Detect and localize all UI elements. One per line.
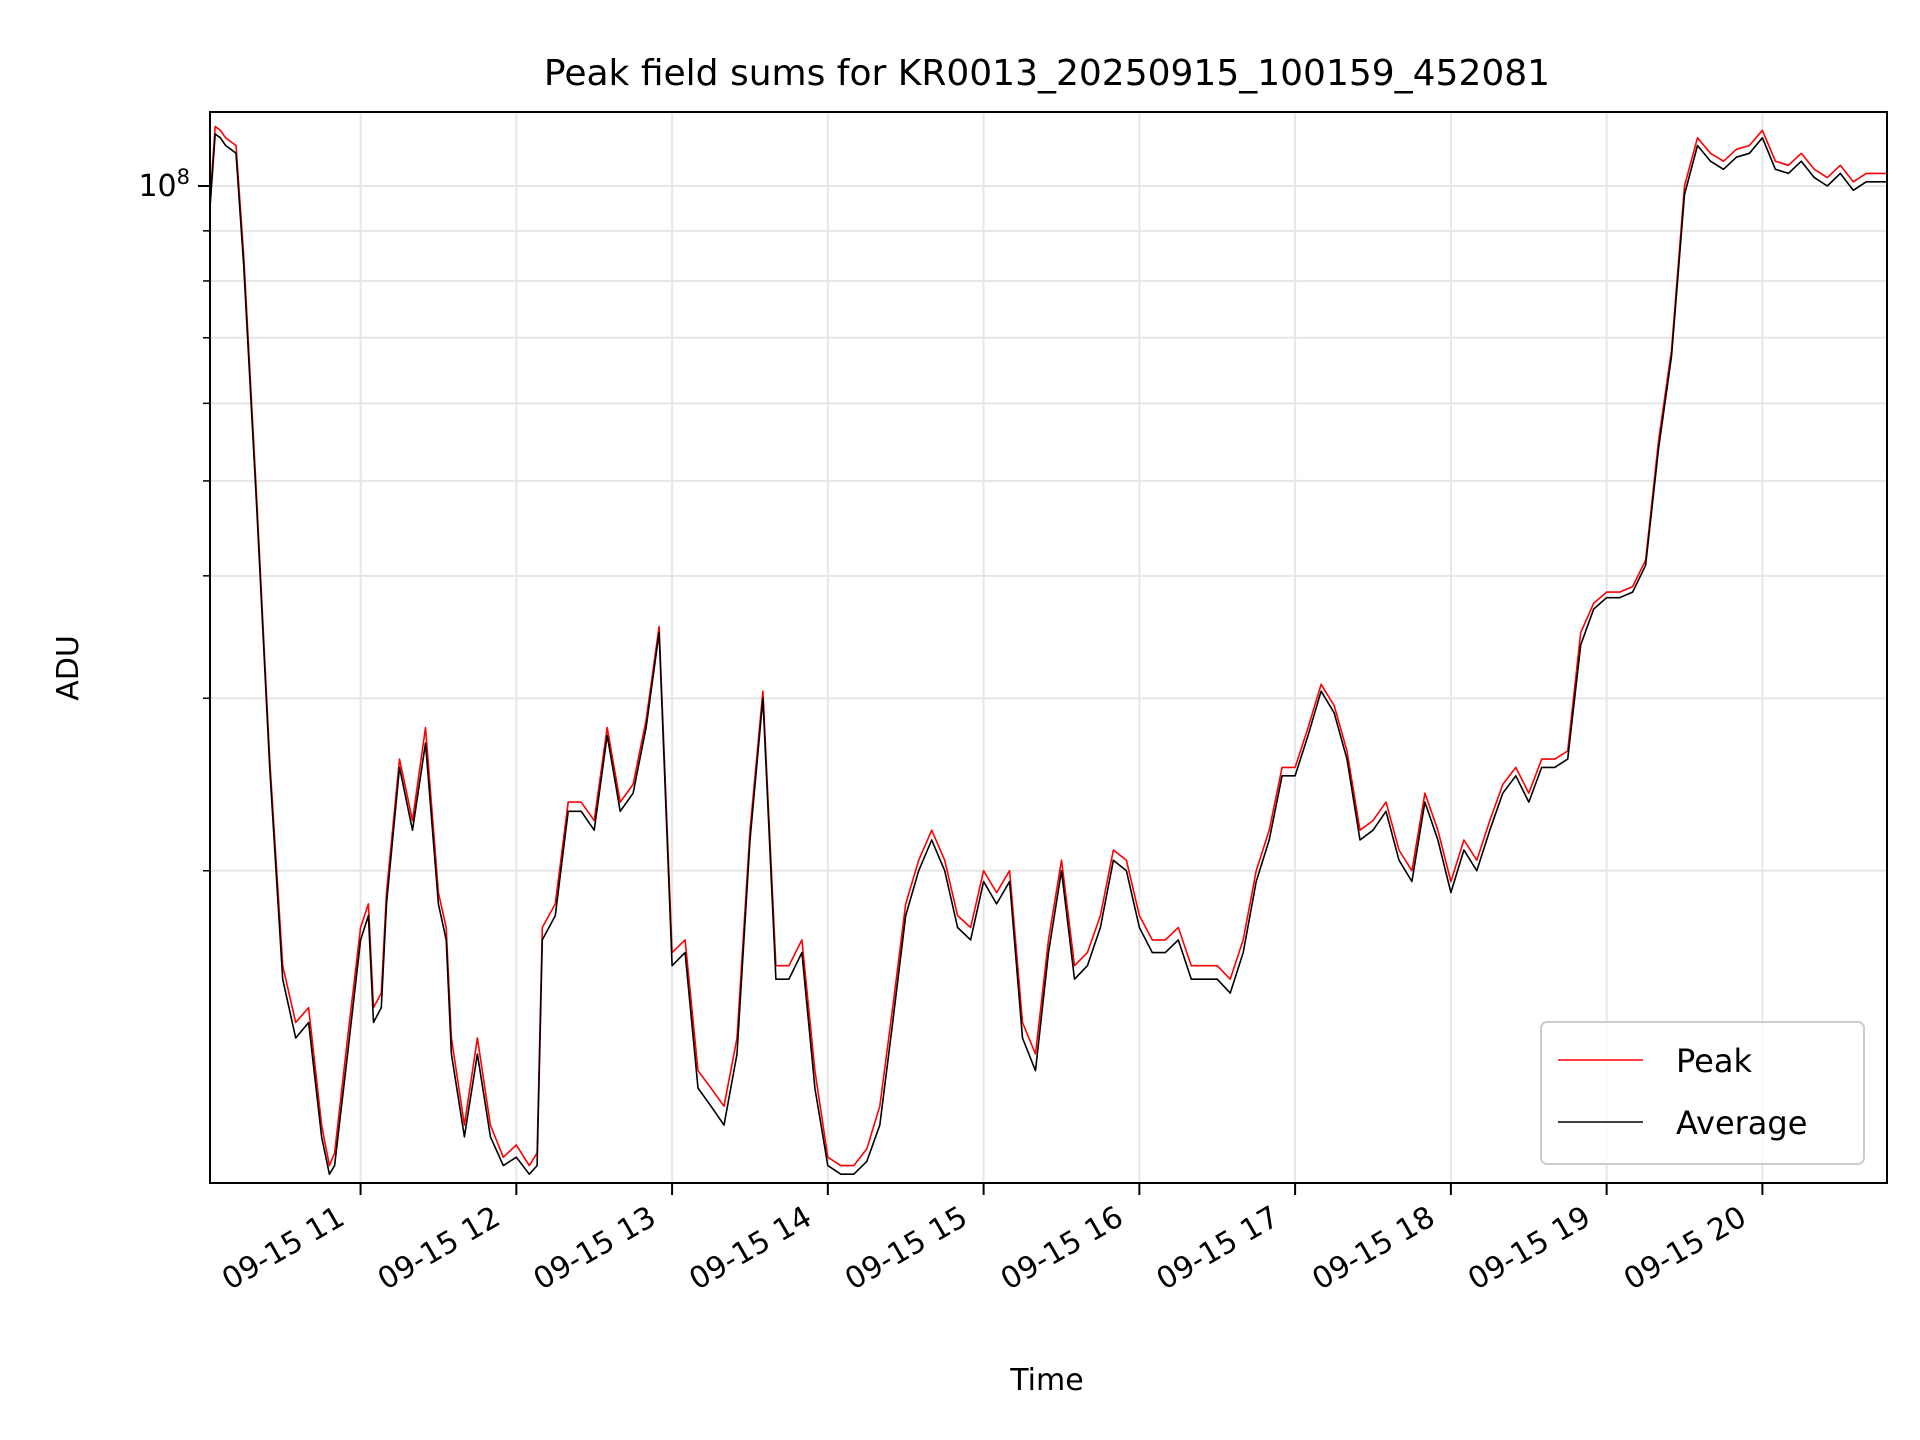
x-tick-label: 09-15 17 <box>1151 1200 1285 1298</box>
legend-label-average: Average <box>1676 1104 1807 1142</box>
series-line-average <box>209 133 1887 1175</box>
x-tick-label: 09-15 16 <box>995 1200 1129 1298</box>
y-tick-label: 108 <box>138 165 190 204</box>
axes-frame <box>209 111 1888 1184</box>
legend-label-peak: Peak <box>1676 1042 1752 1080</box>
plot-area <box>209 125 1887 1175</box>
y-axis-ticks: 108 <box>138 165 210 872</box>
x-tick-label: 09-15 11 <box>216 1200 350 1298</box>
y-axis-label: ADU <box>51 635 86 701</box>
x-tick-label: 09-15 20 <box>1618 1200 1752 1298</box>
legend: Peak Average <box>1540 1021 1865 1165</box>
x-tick-label: 09-15 14 <box>684 1200 818 1298</box>
x-tick-label: 09-15 18 <box>1307 1200 1441 1298</box>
chart-title: Peak field sums for KR0013_20250915_1001… <box>544 53 1550 94</box>
grid-lines <box>210 112 1887 1183</box>
legend-box <box>1540 1021 1865 1165</box>
series-line-peak <box>209 125 1887 1167</box>
x-tick-label: 09-15 15 <box>839 1200 973 1298</box>
x-tick-label: 09-15 12 <box>372 1200 506 1298</box>
x-tick-label: 09-15 19 <box>1462 1200 1596 1298</box>
x-axis-ticks: 09-15 11 09-15 12 09-15 13 09-15 14 09-15 15… <box>216 1183 1764 1298</box>
x-tick-label: 09-15 13 <box>528 1200 662 1298</box>
x-axis-label: Time <box>1009 1363 1083 1398</box>
